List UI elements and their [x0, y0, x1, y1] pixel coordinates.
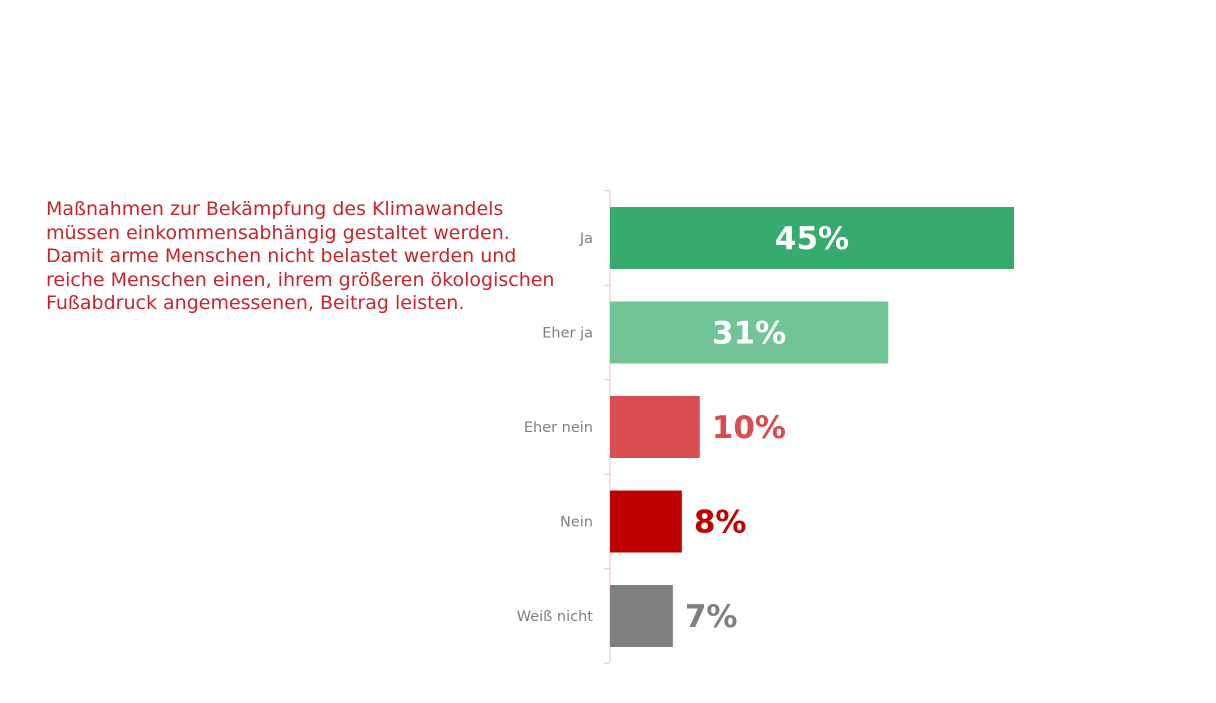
bar-eher-ja — [610, 301, 889, 364]
bar-wei-nicht — [610, 585, 673, 647]
value-label: 45% — [775, 221, 849, 257]
bar-nein — [610, 490, 682, 553]
value-label: 10% — [712, 410, 786, 446]
category-label: Eher ja — [542, 326, 593, 342]
statement-text: Maßnahmen zur Bekämpfung des Klimawandel… — [46, 198, 555, 314]
value-label: 7% — [685, 599, 738, 635]
bar-ja — [610, 207, 1014, 269]
value-label: 8% — [694, 505, 747, 541]
category-label: Nein — [560, 515, 593, 531]
value-label: 31% — [712, 316, 786, 352]
bar-eher-nein — [610, 396, 700, 458]
category-label: Weiß nicht — [517, 609, 594, 625]
category-label: Eher nein — [524, 420, 593, 436]
category-label: Ja — [579, 231, 593, 247]
